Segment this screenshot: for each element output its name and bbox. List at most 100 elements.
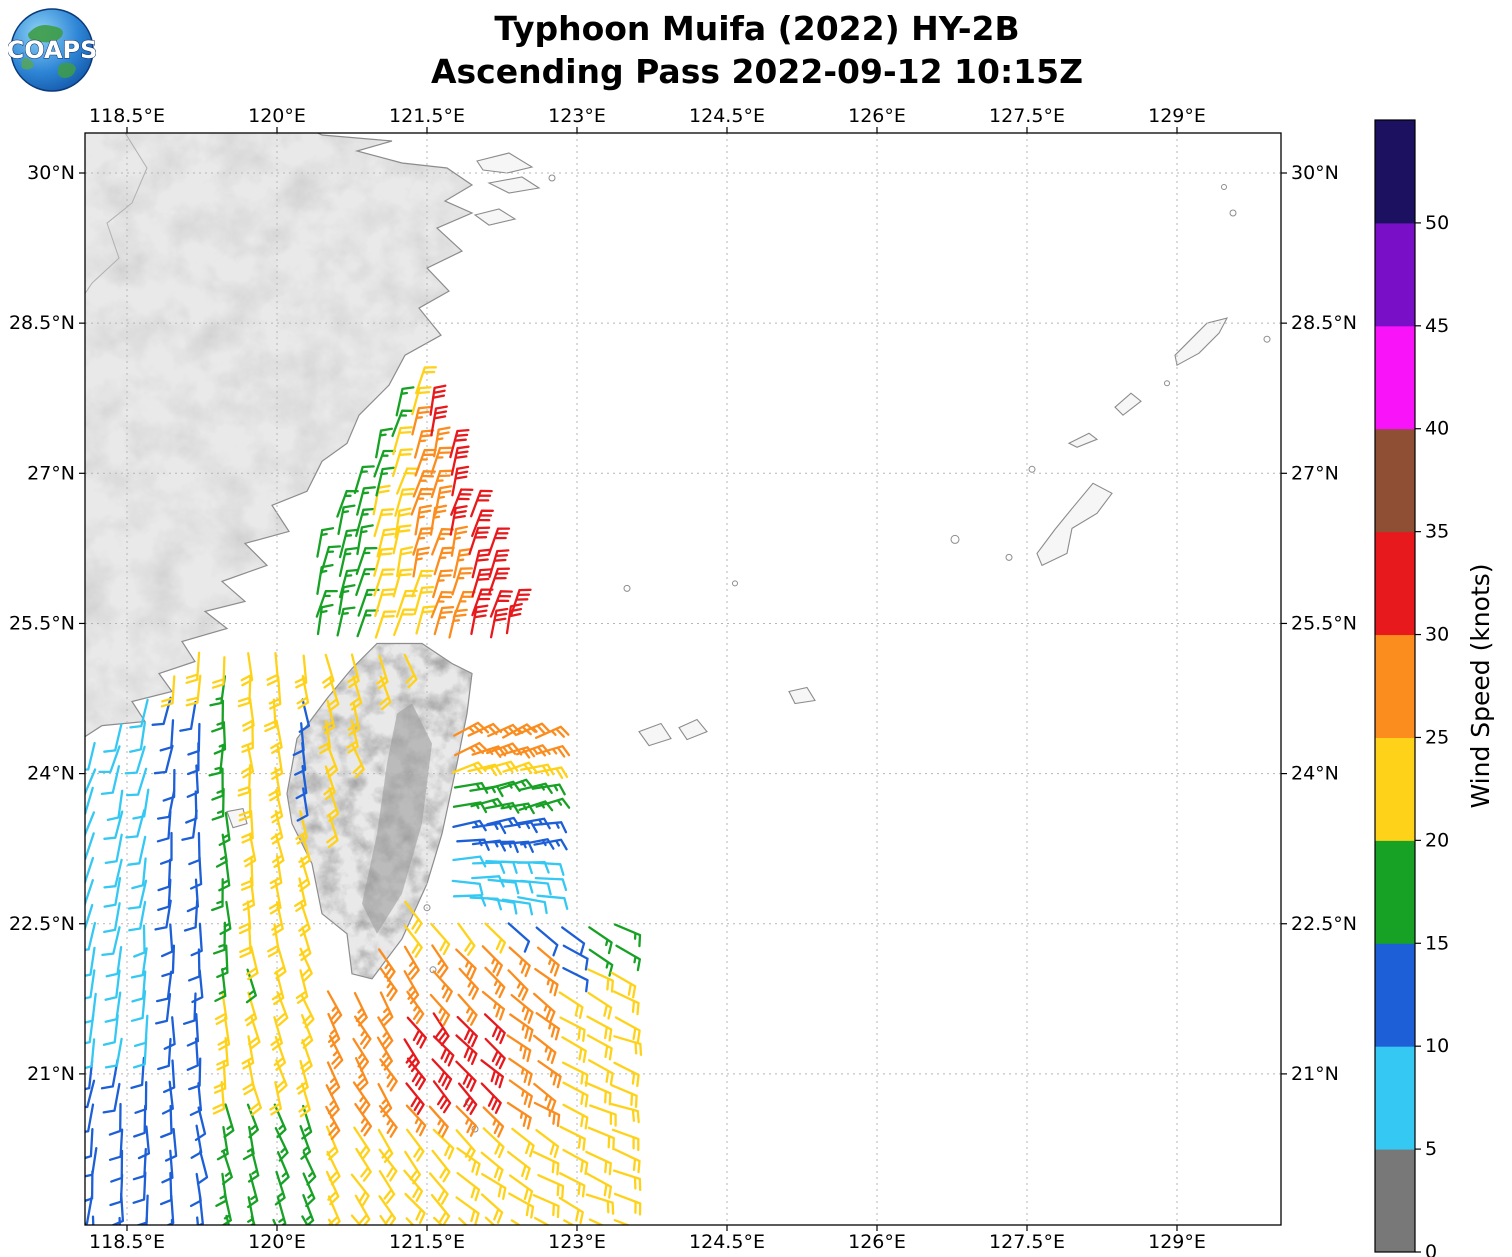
wind-barb [153, 744, 174, 775]
wind-barb [431, 528, 455, 556]
x-tick-label-top: 118.5°E [89, 105, 165, 127]
wind-barb [511, 1127, 535, 1158]
wind-barb [161, 1149, 174, 1184]
wind-barb [508, 1174, 534, 1203]
wind-barb [534, 725, 570, 739]
wind-barb [356, 524, 374, 556]
wind-barb [130, 947, 148, 979]
wind-barb [449, 428, 470, 459]
wind-barb [471, 822, 507, 835]
wind-barb [271, 833, 285, 868]
wind-barb [589, 1104, 617, 1127]
wind-barb [406, 990, 425, 1025]
wind-barb [404, 924, 423, 958]
wind-barb [155, 992, 172, 1025]
wind-barb [414, 448, 437, 477]
wind-barb [508, 946, 531, 978]
wind-barb [394, 487, 415, 517]
wind-barb [429, 504, 448, 536]
wind-barb [563, 1219, 576, 1225]
wind-barb [239, 924, 252, 959]
wind-barb [125, 767, 148, 797]
wind-barb [506, 1034, 532, 1063]
wind-barb [452, 590, 476, 619]
wind-barb [103, 722, 123, 753]
wind-barb [403, 1169, 424, 1202]
wind-barb [85, 1038, 96, 1070]
wind-barb [104, 1037, 123, 1069]
wind-barb [533, 838, 568, 851]
x-tick-label-top: 120°E [248, 105, 306, 127]
colorbar-segment [1375, 428, 1415, 533]
wind-barb [373, 547, 394, 577]
wind-barb [211, 656, 226, 689]
wind-barb [271, 901, 284, 936]
colorbar-segment [1375, 634, 1415, 738]
wind-barb [269, 854, 283, 890]
wind-barb [85, 992, 97, 1024]
wind-barb [301, 1215, 309, 1225]
wind-barb [588, 926, 613, 955]
wind-barb [448, 608, 468, 639]
wind-barb [453, 721, 488, 737]
colorbar-tick-label: 15 [1425, 932, 1449, 954]
wind-barb [326, 787, 340, 822]
wind-barb [316, 563, 334, 595]
y-tick-label-right: 27°N [1291, 462, 1339, 484]
wind-barb [378, 1148, 398, 1182]
wind-barb [132, 1171, 147, 1204]
wind-barb [588, 1218, 605, 1225]
x-tick-label-top: 127.5°E [989, 105, 1065, 127]
wind-barb [433, 546, 455, 576]
wind-barb [338, 528, 359, 559]
islet [1164, 380, 1170, 387]
wind-barb [338, 584, 356, 615]
wind-barb [211, 767, 224, 801]
wind-barb [480, 1059, 505, 1089]
wind-barb [432, 1080, 452, 1114]
wind-barb [413, 429, 435, 459]
colorbar-tick-label: 30 [1425, 624, 1449, 646]
wind-barb [532, 1194, 560, 1219]
wind-barb [470, 489, 493, 518]
wind-barb [482, 1127, 505, 1159]
wind-barb [85, 786, 94, 815]
wind-barb [128, 900, 147, 932]
wind-barb [403, 653, 418, 689]
wind-barb [483, 1013, 506, 1045]
wind-barb [457, 1082, 478, 1116]
wind-barb [432, 1035, 455, 1067]
wind-barb [434, 485, 453, 516]
wind-barb [484, 1037, 506, 1070]
wind-barb [270, 810, 284, 845]
wind-barb [326, 1150, 341, 1186]
wind-barb [562, 944, 589, 971]
wind-barb [451, 465, 470, 497]
y-tick-label-left: 27°N [27, 462, 75, 484]
wind-barb [85, 1103, 95, 1133]
wind-barb [244, 991, 258, 1027]
wind-barb [105, 945, 123, 978]
islet [1263, 335, 1271, 343]
wind-barb [471, 548, 492, 579]
wind-barb [457, 922, 476, 956]
x-tick-label-top: 123°E [548, 105, 606, 127]
islet [1229, 209, 1237, 217]
wind-barb [85, 768, 97, 796]
wind-barb [187, 722, 201, 756]
wind-barb [484, 966, 506, 999]
wind-barb [355, 568, 378, 597]
wind-barb [558, 1196, 584, 1225]
wind-barb [188, 831, 201, 866]
wind-barb [130, 989, 147, 1022]
wind-barb [452, 855, 487, 868]
island [487, 176, 541, 194]
x-tick-label-bottom: 121.5°E [389, 1231, 465, 1253]
wind-barb [375, 466, 395, 497]
wind-barb [263, 698, 277, 733]
wind-barb [108, 1128, 124, 1161]
wind-barb [85, 1014, 95, 1045]
wind-barb [133, 1014, 149, 1048]
wind-barb [349, 675, 363, 711]
wind-barb [532, 1150, 560, 1176]
